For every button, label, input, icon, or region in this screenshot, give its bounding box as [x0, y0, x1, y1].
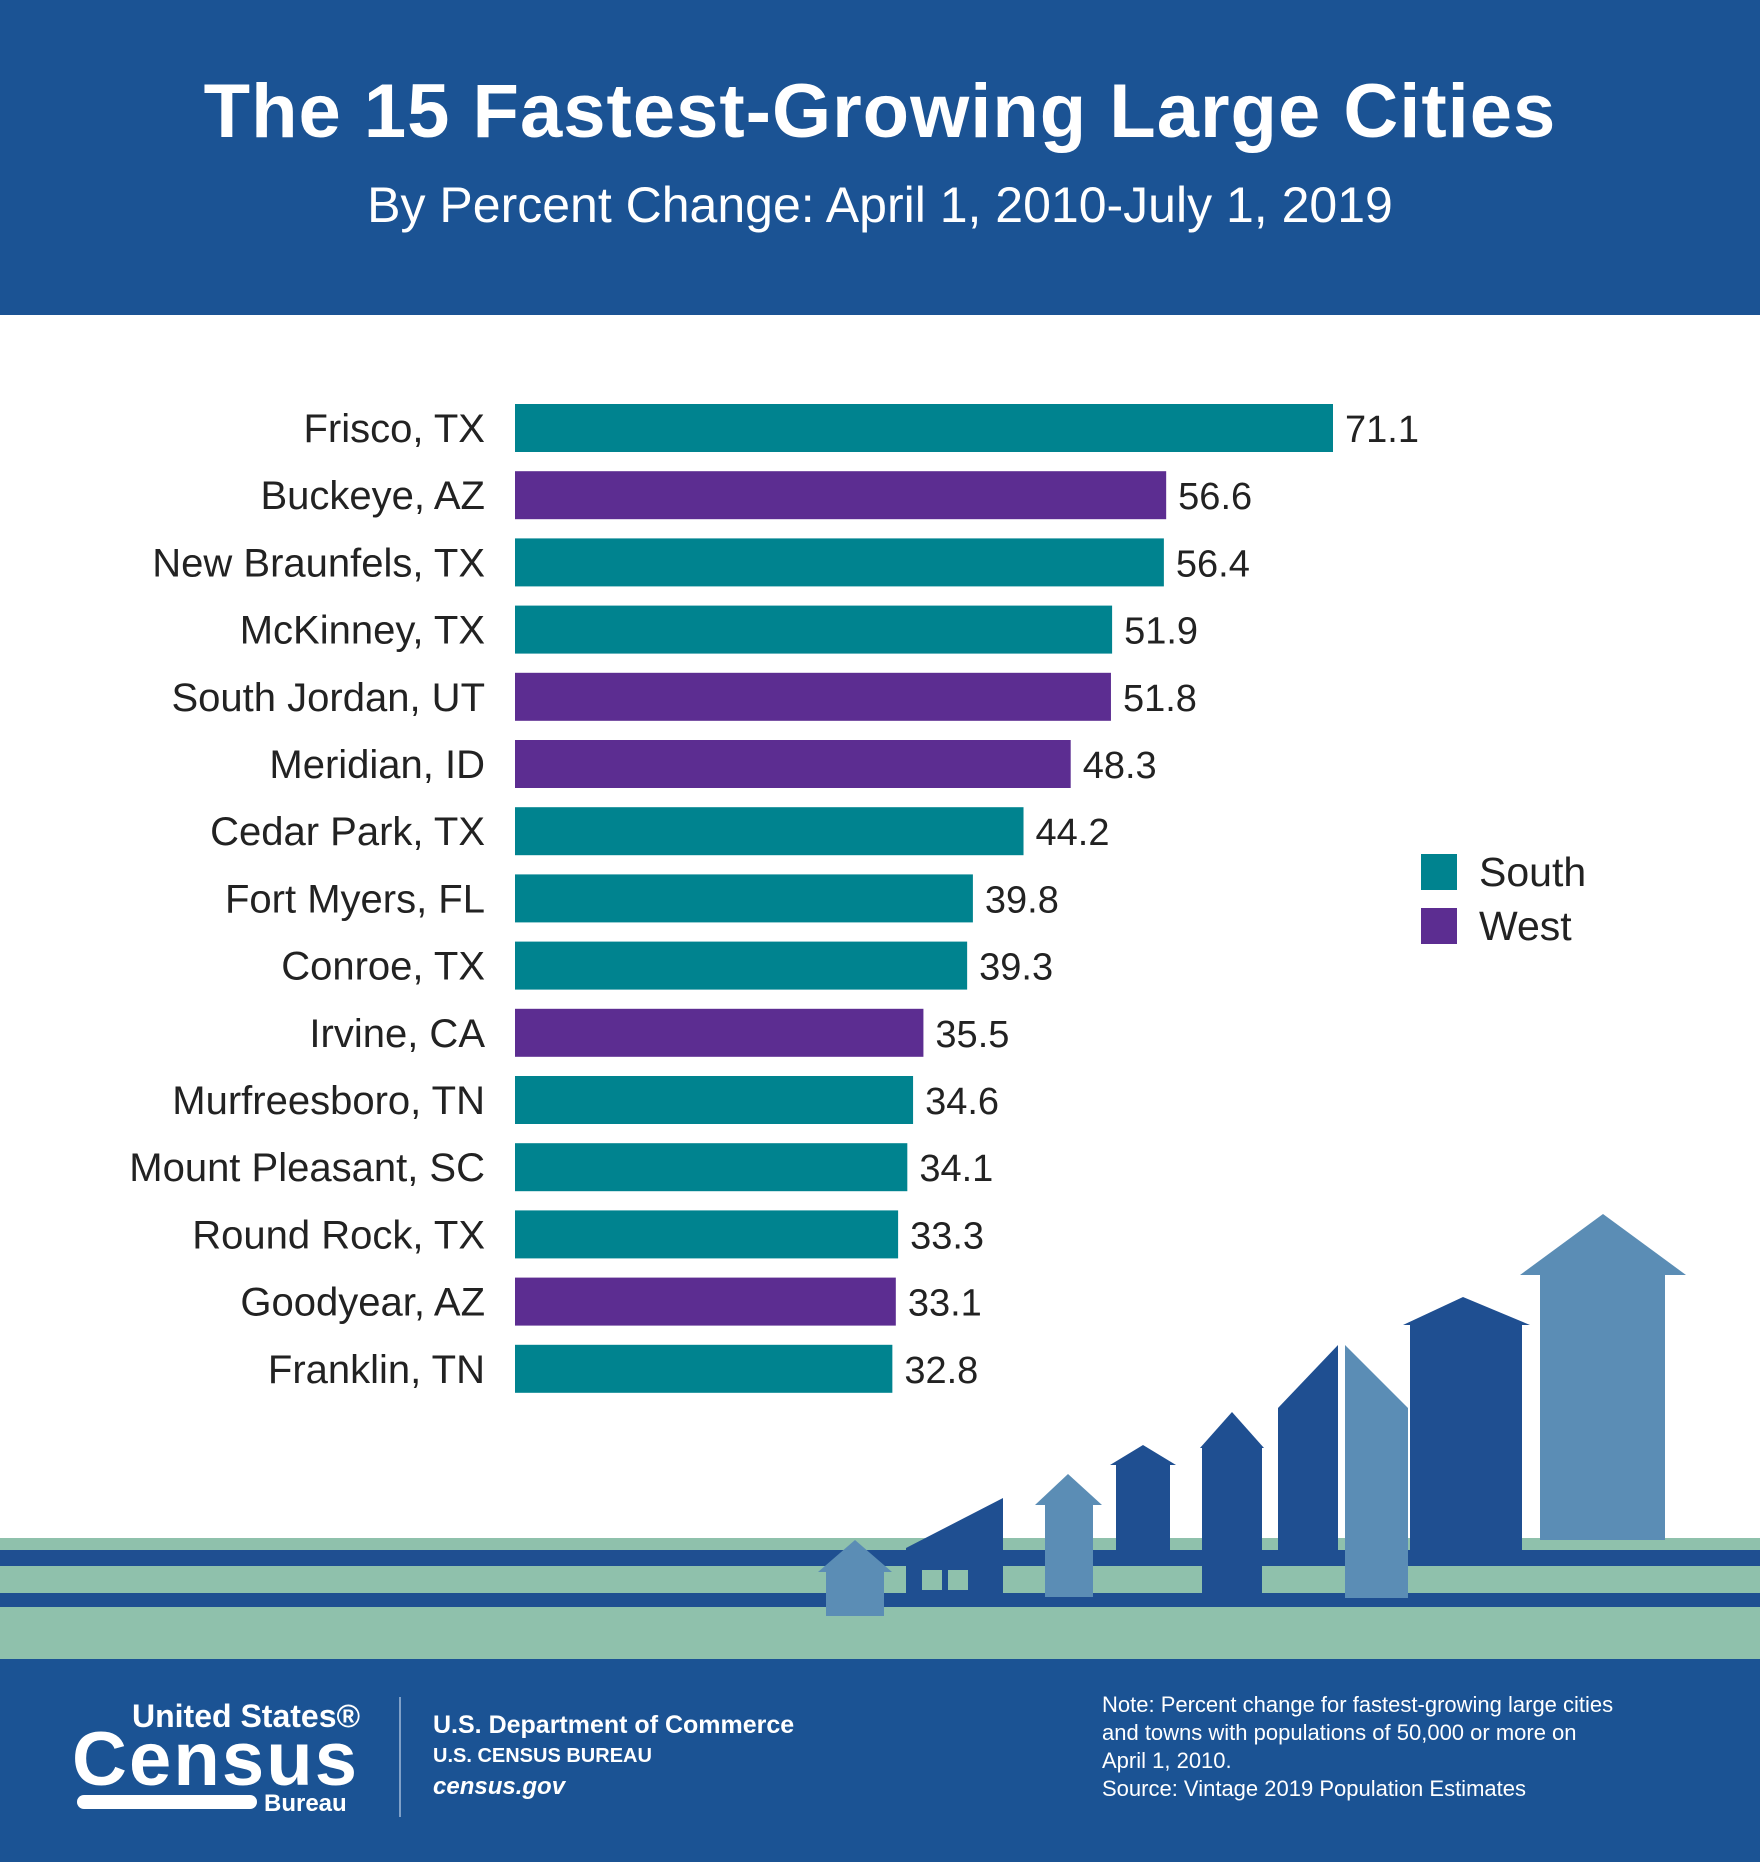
value-label: 39.3	[979, 947, 1053, 989]
bar	[515, 941, 968, 990]
value-label: 44.2	[1036, 812, 1110, 854]
category-label: Meridian, ID	[269, 743, 485, 787]
source-note: Note: Percent change for fastest-growing…	[1102, 1691, 1742, 1803]
svg-text:United States®: United States®	[132, 1698, 360, 1734]
bar	[515, 1277, 896, 1326]
category-label: Goodyear, AZ	[240, 1281, 485, 1325]
bar	[515, 874, 973, 923]
website-link[interactable]: census.gov	[433, 1773, 566, 1800]
category-label: Cedar Park, TX	[210, 810, 485, 854]
note-line: April 1, 2010.	[1102, 1748, 1232, 1773]
bar	[515, 1143, 908, 1192]
category-label: New Braunfels, TX	[152, 541, 485, 585]
svg-text:Census: Census	[72, 1717, 357, 1802]
bar	[515, 605, 1113, 654]
value-label: 34.1	[919, 1148, 993, 1190]
bar	[515, 807, 1024, 856]
category-label: Conroe, TX	[281, 945, 485, 989]
category-label: Murfreesboro, TN	[172, 1079, 485, 1123]
note-line: Source: Vintage 2019 Population Estimate…	[1102, 1776, 1526, 1801]
value-label: 34.6	[925, 1081, 999, 1123]
value-label: 35.5	[935, 1014, 1009, 1056]
bar	[515, 1344, 893, 1393]
value-label: 51.9	[1124, 611, 1198, 653]
chart-title: The 15 Fastest-Growing Large Cities	[203, 69, 1557, 154]
legend-swatch-south	[1421, 854, 1457, 890]
category-label: Frisco, TX	[303, 407, 485, 451]
category-label: Round Rock, TX	[192, 1213, 485, 1257]
category-label: Franklin, TN	[268, 1348, 485, 1392]
category-label: Buckeye, AZ	[260, 474, 485, 518]
bar	[515, 404, 1333, 452]
value-label: 39.8	[985, 879, 1059, 921]
bar	[515, 1210, 899, 1259]
legend-label-west: West	[1479, 902, 1572, 949]
chart-subtitle: By Percent Change: April 1, 2010-July 1,…	[367, 177, 1393, 233]
value-label: 56.4	[1176, 543, 1250, 585]
value-label: 56.6	[1178, 476, 1252, 518]
category-label: McKinney, TX	[240, 609, 485, 653]
bar	[515, 672, 1111, 721]
category-label: Mount Pleasant, SC	[129, 1146, 485, 1190]
category-label: Fort Myers, FL	[225, 877, 485, 921]
bar	[515, 1076, 914, 1124]
city-skyline-illustration	[0, 1214, 1760, 1659]
svg-text:Bureau: Bureau	[264, 1790, 347, 1815]
header: The 15 Fastest-Growing Large Cities By P…	[0, 0, 1760, 315]
bar-chart: Frisco, TX 71.1 Buckeye, AZ 56.6 New Braunfe…	[129, 404, 1419, 1393]
footer-divider	[399, 1697, 401, 1817]
category-label: South Jordan, UT	[172, 676, 486, 720]
legend: South West	[1421, 845, 1586, 953]
value-label: 51.8	[1123, 678, 1197, 720]
bureau-name: U.S. CENSUS BUREAU	[433, 1745, 652, 1767]
bar	[515, 471, 1167, 520]
bar	[515, 1008, 924, 1057]
legend-item-south: South	[1421, 845, 1586, 899]
department-name: U.S. Department of Commerce	[433, 1711, 795, 1739]
bar	[515, 538, 1164, 587]
value-label: 33.1	[908, 1283, 982, 1325]
value-label: 32.8	[904, 1350, 978, 1392]
note-line: and towns with populations of 50,000 or …	[1102, 1720, 1577, 1745]
footer: United States® Census Bureau U.S. Depart…	[0, 1659, 1760, 1862]
value-label: 48.3	[1083, 745, 1157, 787]
census-bureau-logo: United States® Census Bureau	[72, 1698, 360, 1815]
value-label: 71.1	[1345, 409, 1419, 451]
legend-swatch-west	[1421, 908, 1457, 944]
bar	[515, 740, 1071, 788]
value-label: 33.3	[910, 1215, 984, 1257]
note-line: Note: Percent change for fastest-growing…	[1102, 1692, 1614, 1717]
legend-label-south: South	[1479, 848, 1587, 895]
category-label: Irvine, CA	[309, 1012, 485, 1056]
legend-item-west: West	[1421, 899, 1586, 953]
